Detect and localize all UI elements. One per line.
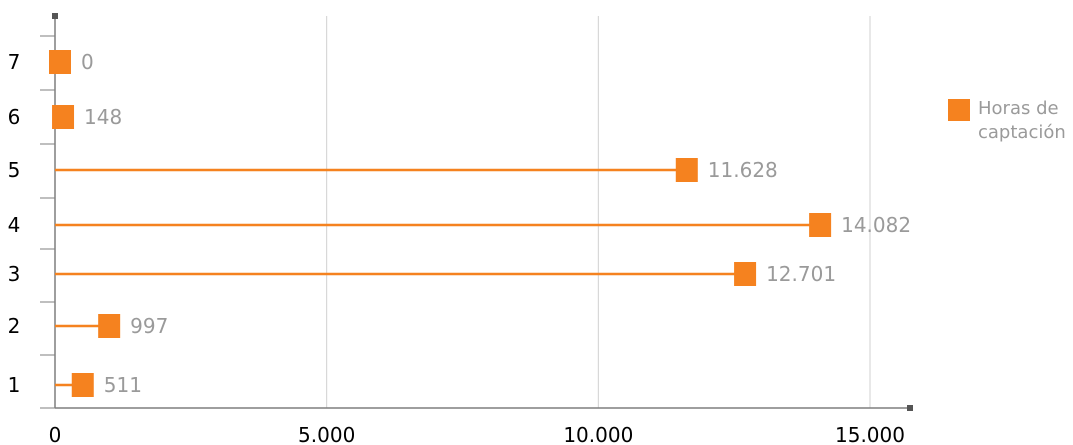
x-tick-label: 15.000 bbox=[835, 423, 905, 445]
labels: 0 5.000 10.000 15.000 1 2 3 4 5 6 7 511 997 12.701 14.… bbox=[8, 50, 911, 445]
lollipop-marker bbox=[675, 158, 698, 182]
data-label: 14.082 bbox=[841, 213, 911, 237]
data-marks bbox=[49, 50, 832, 397]
data-label: 997 bbox=[130, 314, 168, 338]
y-tick-label: 2 bbox=[8, 314, 21, 338]
legend-label: Horas de captación bbox=[978, 98, 1066, 143]
lollipop-marker bbox=[734, 262, 757, 286]
y-tick-label: 5 bbox=[8, 158, 21, 182]
y-tick-label: 3 bbox=[8, 262, 21, 286]
lollipop-marker bbox=[809, 213, 832, 237]
legend-swatch bbox=[948, 99, 970, 121]
y-tick-label: 7 bbox=[8, 50, 21, 74]
data-label: 11.628 bbox=[708, 158, 778, 182]
y-axis-end-marker bbox=[52, 13, 58, 19]
axes bbox=[40, 13, 913, 411]
y-tick-label: 6 bbox=[8, 105, 21, 129]
data-label: 12.701 bbox=[766, 262, 836, 286]
lollipop-marker bbox=[71, 373, 94, 397]
lollipop-marker bbox=[98, 314, 121, 338]
data-label: 148 bbox=[84, 105, 122, 129]
x-tick-label: 0 bbox=[49, 423, 62, 445]
y-tick-label: 1 bbox=[8, 373, 21, 397]
data-label: 511 bbox=[104, 373, 142, 397]
y-tick-label: 4 bbox=[8, 213, 21, 237]
legend: Horas de captación bbox=[948, 97, 1073, 145]
lollipop-marker bbox=[52, 105, 75, 129]
x-axis-end-marker bbox=[907, 405, 913, 411]
x-tick-label: 10.000 bbox=[563, 423, 633, 445]
lollipop-marker bbox=[49, 50, 71, 74]
grid-lines bbox=[326, 16, 871, 408]
x-tick-label: 5.000 bbox=[298, 423, 355, 445]
data-label: 0 bbox=[81, 50, 94, 74]
